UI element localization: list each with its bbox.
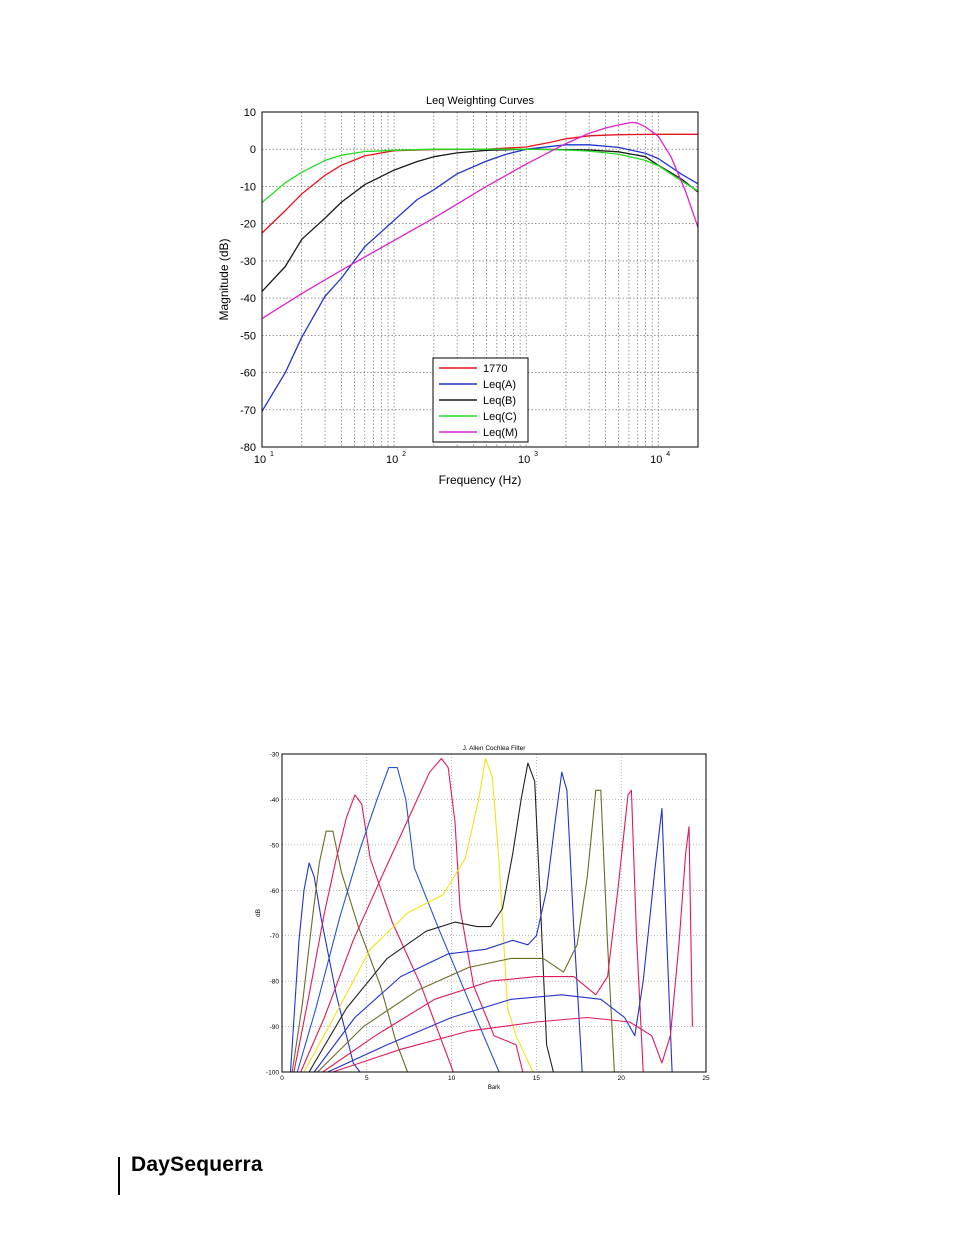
- legend-label: Leq(C): [483, 411, 517, 423]
- x-tick-label: 5: [365, 1075, 369, 1082]
- y-tick-label: -40: [270, 797, 280, 804]
- y-tick-label: -60: [240, 368, 256, 380]
- y-tick-label: -10: [240, 181, 256, 193]
- legend-label: Leq(M): [483, 427, 518, 439]
- x-tick-exponent: 1: [270, 451, 274, 458]
- y-tick-label: -70: [270, 933, 280, 940]
- y-tick-label: -100: [266, 1070, 279, 1077]
- y-axis-label: Magnitude (dB): [217, 238, 231, 320]
- chart-title: J. Allen Cochlea Filter: [463, 745, 527, 752]
- filter-curve: [327, 807, 673, 1073]
- x-tick-label: 0: [280, 1075, 284, 1082]
- x-tick-label: 10: [386, 454, 398, 466]
- filter-curve: [332, 826, 693, 1073]
- chart-title: Leq Weighting Curves: [426, 95, 535, 107]
- series-line: [261, 144, 699, 412]
- series-line: [261, 148, 699, 203]
- y-tick-label: -40: [240, 293, 256, 305]
- filter-curve: [300, 757, 524, 1073]
- x-tick-label: 10: [254, 454, 266, 466]
- filter-curve: [291, 830, 409, 1073]
- y-tick-label: -60: [270, 888, 280, 895]
- x-tick-label: 15: [533, 1075, 541, 1082]
- y-tick-label: 10: [244, 107, 256, 119]
- footer-rule: [118, 1157, 120, 1195]
- x-tick-label: 10: [448, 1075, 456, 1082]
- y-tick-label: -30: [270, 752, 280, 759]
- filter-curve: [296, 767, 500, 1073]
- legend-label: Leq(A): [483, 379, 516, 391]
- filter-curve: [303, 757, 534, 1073]
- filter-curve: [317, 789, 615, 1073]
- y-tick-label: -90: [270, 1024, 280, 1031]
- legend-label: Leq(B): [483, 395, 516, 407]
- x-axis-label: Bark: [488, 1085, 501, 1091]
- leq-weighting-chart: 10 0 -10 -20 -30 -40 -50 -60 -70 -80 10 1 10 2 10 3 10 4 L…: [214, 86, 714, 496]
- x-tick-exponent: 3: [534, 451, 538, 458]
- series-line: [261, 121, 699, 320]
- legend-label: 1770: [483, 363, 507, 375]
- filter-curve: [293, 794, 454, 1073]
- y-tick-label: -20: [240, 219, 256, 231]
- x-tick-exponent: 4: [666, 451, 670, 458]
- cochlea-filter-chart: -30 -40 -50 -60 -70 -80 -90 -100 0 5 10 15 20 25 J. Al…: [252, 742, 718, 1094]
- x-tick-exponent: 2: [402, 451, 406, 458]
- series-line: [261, 148, 699, 292]
- x-axis-label: Frequency (Hz): [439, 473, 522, 487]
- y-tick-label: -80: [270, 979, 280, 986]
- filter-curve: [308, 762, 554, 1073]
- filter-curve: [289, 862, 361, 1073]
- filter-curve: [313, 771, 583, 1073]
- x-tick-label: 10: [518, 454, 530, 466]
- y-tick-label: -80: [240, 442, 256, 454]
- plot-frame: [261, 111, 699, 448]
- plot-frame: [281, 753, 707, 1073]
- x-tick-label: 20: [618, 1075, 626, 1082]
- x-tick-label: 25: [702, 1075, 710, 1082]
- y-tick-label: 0: [250, 144, 256, 156]
- y-tick-label: -50: [270, 842, 280, 849]
- x-tick-label: 10: [650, 454, 662, 466]
- y-tick-label: -50: [240, 330, 256, 342]
- y-tick-label: -30: [240, 256, 256, 268]
- y-axis-label: dB: [255, 909, 262, 917]
- footer-brand: DaySequerra: [131, 1153, 263, 1176]
- filter-curve: [322, 789, 644, 1073]
- y-tick-label: -70: [240, 405, 256, 417]
